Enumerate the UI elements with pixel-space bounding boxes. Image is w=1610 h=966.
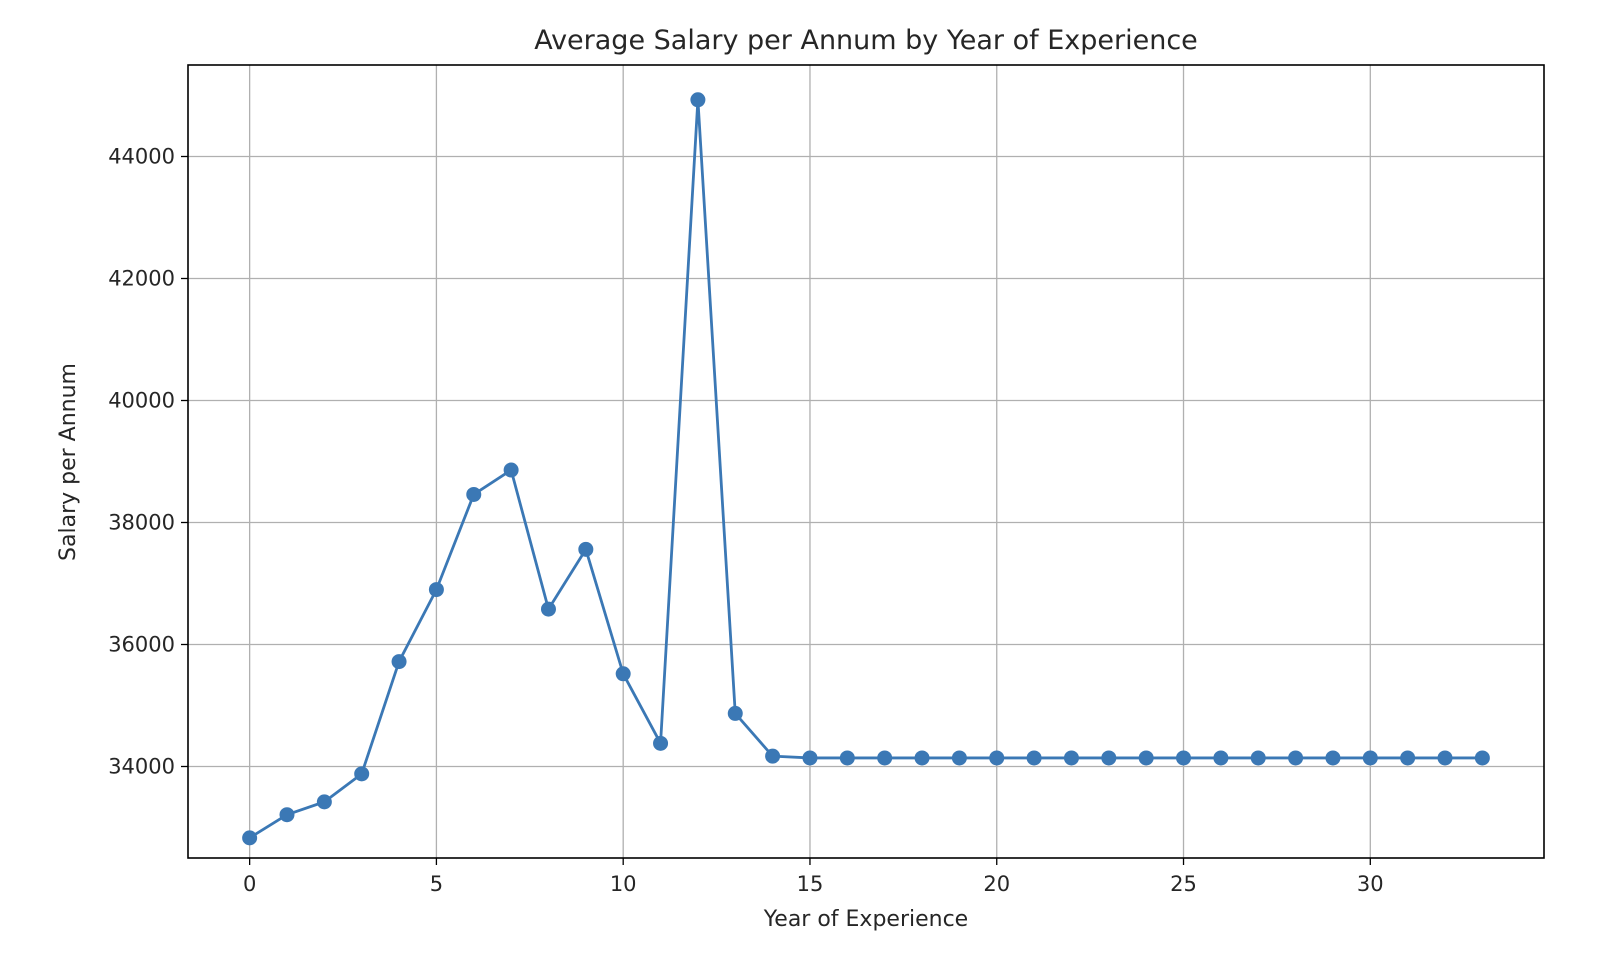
x-tick-label: 25 [1170,872,1197,896]
data-point [428,582,444,598]
data-point [914,750,930,766]
x-axis-ticks: 0 5 10 15 20 25 30 [243,858,1384,896]
data-point [1474,750,1490,766]
data-point [1101,750,1117,766]
data-point [727,705,743,721]
x-tick-label: 0 [243,872,256,896]
x-tick-label: 20 [983,872,1010,896]
data-point [503,462,519,478]
data-point [354,766,370,782]
y-axis-label: Salary per Annum [56,363,81,561]
data-point [391,654,407,670]
series-line [248,98,1483,840]
y-tick-label: 44000 [108,145,175,169]
data-point [1213,750,1229,766]
data-point [316,794,332,810]
data-point [951,750,967,766]
data-point [1325,750,1341,766]
grid-lines [188,65,1544,858]
y-tick-label: 36000 [108,633,175,657]
data-point [242,830,258,846]
data-point [839,750,855,766]
data-point [1437,750,1453,766]
data-point [1288,750,1304,766]
data-point [540,601,556,617]
x-tick-label: 10 [610,872,637,896]
y-axis-ticks: 34000 36000 38000 40000 42000 44000 [108,145,188,779]
data-point [765,748,781,764]
data-point [653,735,669,751]
data-point [1063,750,1079,766]
x-tick-label: 30 [1357,872,1384,896]
y-tick-label: 38000 [108,511,175,535]
y-tick-label: 34000 [108,755,175,779]
data-point [578,541,594,557]
x-tick-label: 5 [430,872,443,896]
chart-title: Average Salary per Annum by Year of Expe… [534,25,1198,56]
data-point [1138,750,1154,766]
series-group [242,92,1490,846]
x-axis-label: Year of Experience [763,907,968,932]
data-point [615,666,631,682]
data-point [1250,750,1266,766]
data-point [466,486,482,502]
data-point [802,750,818,766]
x-tick-label: 15 [797,872,824,896]
y-tick-label: 42000 [108,267,175,291]
data-point [1362,750,1378,766]
y-tick-label: 40000 [108,389,175,413]
data-point [989,750,1005,766]
data-point [877,750,893,766]
data-point [690,92,706,108]
data-point [1026,750,1042,766]
data-point [1400,750,1416,766]
data-point [279,807,295,823]
data-point [1176,750,1192,766]
plot-area [187,64,1545,859]
